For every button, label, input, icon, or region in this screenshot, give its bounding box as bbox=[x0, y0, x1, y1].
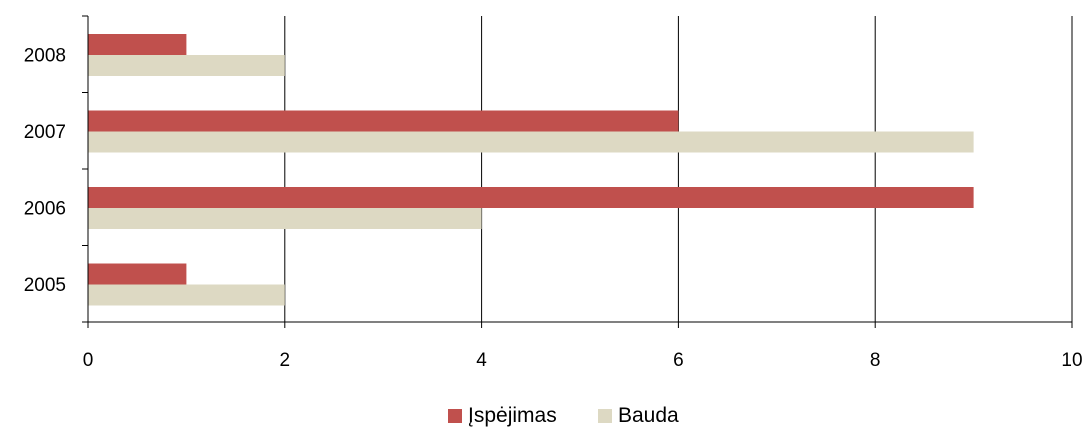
y-tick-label: 2005 bbox=[24, 275, 66, 296]
bar--sp-jimas-2007 bbox=[88, 110, 679, 132]
bar-bauda-2008 bbox=[88, 55, 285, 76]
legend-label: Bauda bbox=[618, 404, 679, 427]
bar-bauda-2006 bbox=[88, 208, 482, 229]
y-tick-label: 2007 bbox=[24, 122, 66, 143]
y-tick-label: 2008 bbox=[24, 45, 66, 66]
bar--sp-jimas-2008 bbox=[88, 34, 187, 55]
legend-swatch bbox=[598, 409, 612, 423]
bars bbox=[88, 34, 974, 306]
x-tick-label: 6 bbox=[673, 350, 684, 371]
bar--sp-jimas-2005 bbox=[88, 263, 187, 285]
x-tick-label: 2 bbox=[280, 350, 291, 371]
y-tick-label: 2006 bbox=[24, 198, 66, 219]
x-tick-label: 0 bbox=[83, 350, 94, 371]
x-tick-label: 8 bbox=[870, 350, 881, 371]
legend-label: Įspėjimas bbox=[468, 404, 557, 427]
legend: Įspėjimas Bauda bbox=[448, 404, 679, 427]
y-axis-ticks: 2005 2006 2007 2008 bbox=[24, 15, 88, 323]
bar--sp-jimas-2006 bbox=[88, 187, 974, 208]
x-tick-label: 10 bbox=[1061, 350, 1082, 371]
x-tick-label: 4 bbox=[476, 350, 487, 371]
legend-swatch bbox=[448, 409, 462, 423]
bar-bauda-2007 bbox=[88, 131, 974, 153]
gridlines bbox=[284, 16, 1073, 322]
x-axis-ticks: 0 2 4 6 8 10 bbox=[83, 322, 1083, 371]
bar-bauda-2005 bbox=[88, 284, 285, 306]
